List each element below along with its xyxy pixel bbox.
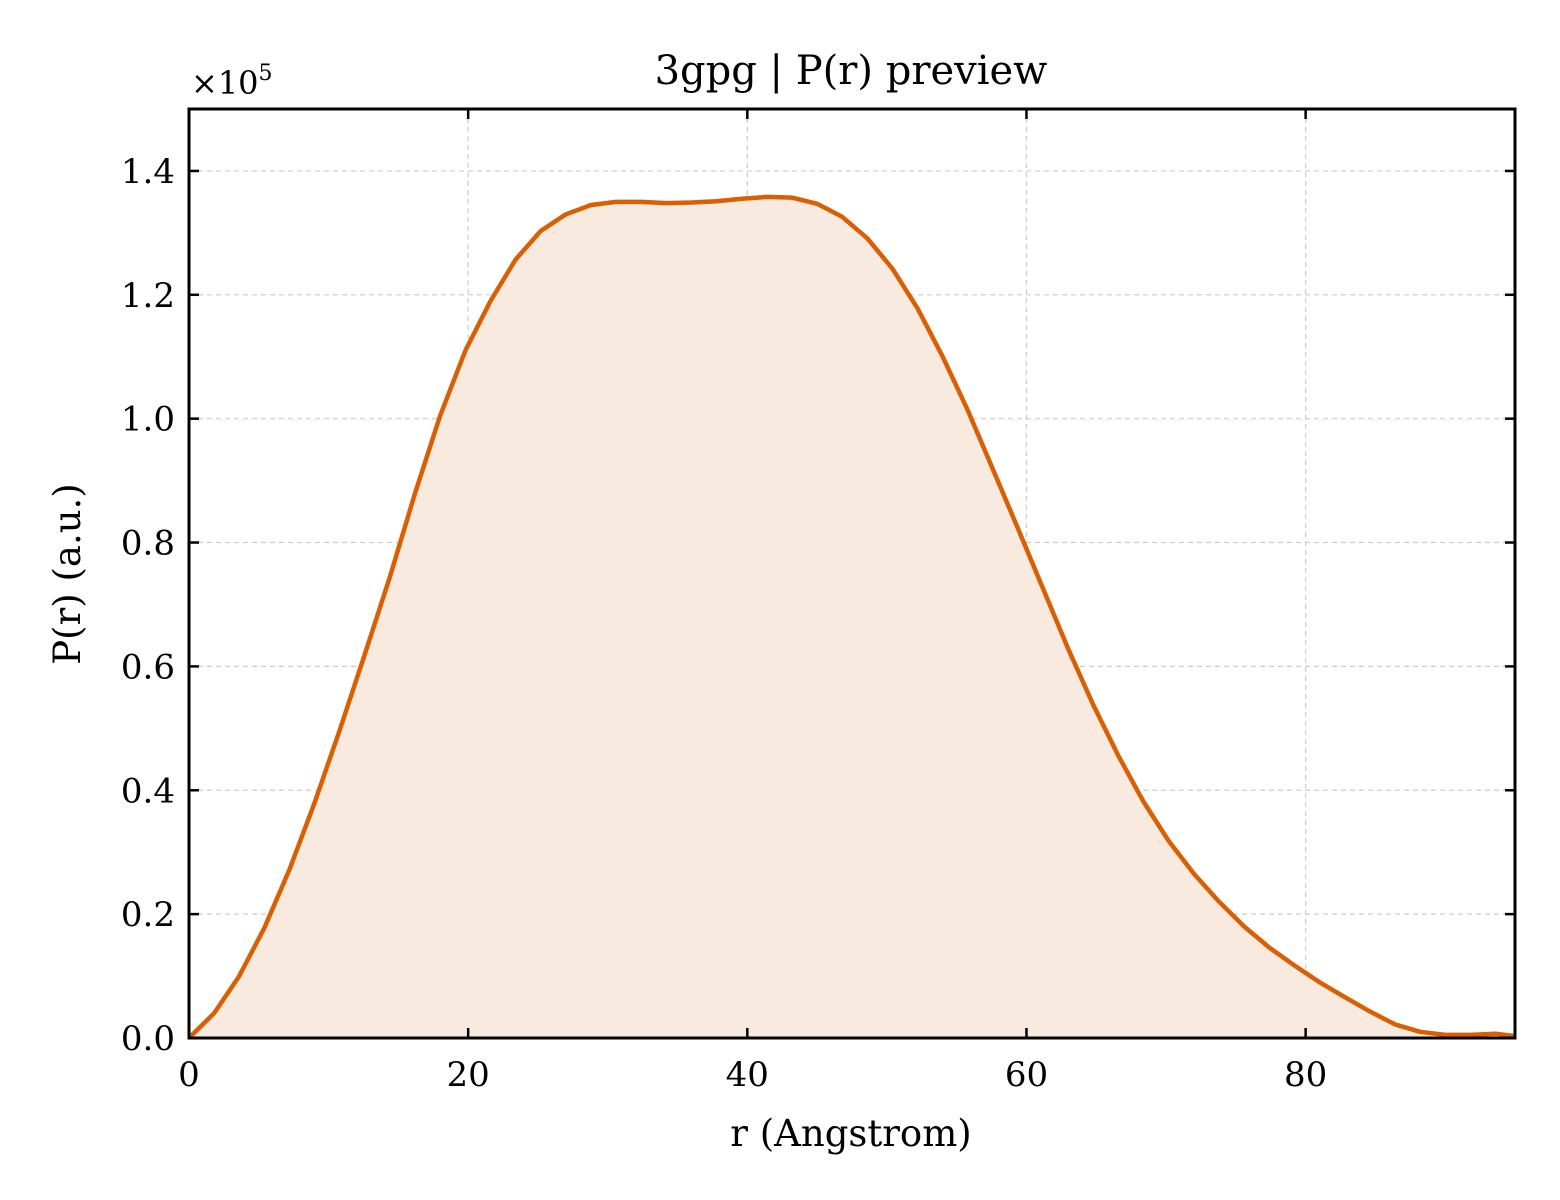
x-tick-label: 80: [1284, 1055, 1327, 1095]
pr-area-fill: [189, 196, 1515, 1038]
y-tick-labels: 0.0 0.2 0.4 0.6 0.8 1.0 1.2 1.4: [121, 152, 175, 1059]
y-tick-label: 0.0: [121, 1019, 175, 1059]
plot-frame: [187, 107, 1517, 1040]
pr-series-line: [187, 194, 1516, 1040]
y-tick-label: 1.2: [121, 276, 175, 316]
y-axis-label: P(r) (a.u.): [46, 483, 89, 665]
y-tick-label: 1.4: [121, 152, 175, 192]
x-tick-label: 40: [726, 1055, 769, 1095]
y-tick-label: 1.0: [121, 400, 175, 440]
x-axis-label: r (Angstrom): [730, 1112, 971, 1155]
x-tick-labels: 0 20 40 60 80: [178, 1055, 1327, 1095]
y-scale-multiplier: ×105: [191, 61, 273, 102]
x-tick-label: 0: [178, 1055, 200, 1095]
y-tick-label: 0.4: [121, 771, 175, 811]
y-scale-multiplier-base: ×10: [191, 64, 259, 102]
y-tick-label: 0.6: [121, 647, 175, 687]
y-scale-multiplier-exponent: 5: [259, 61, 273, 86]
chart-title: 3gpg | P(r) preview: [655, 48, 1048, 94]
y-tick-label: 0.2: [121, 895, 175, 935]
y-tick-label: 0.8: [121, 524, 175, 564]
x-tick-label: 60: [1005, 1055, 1048, 1095]
x-tick-label: 20: [447, 1055, 490, 1095]
